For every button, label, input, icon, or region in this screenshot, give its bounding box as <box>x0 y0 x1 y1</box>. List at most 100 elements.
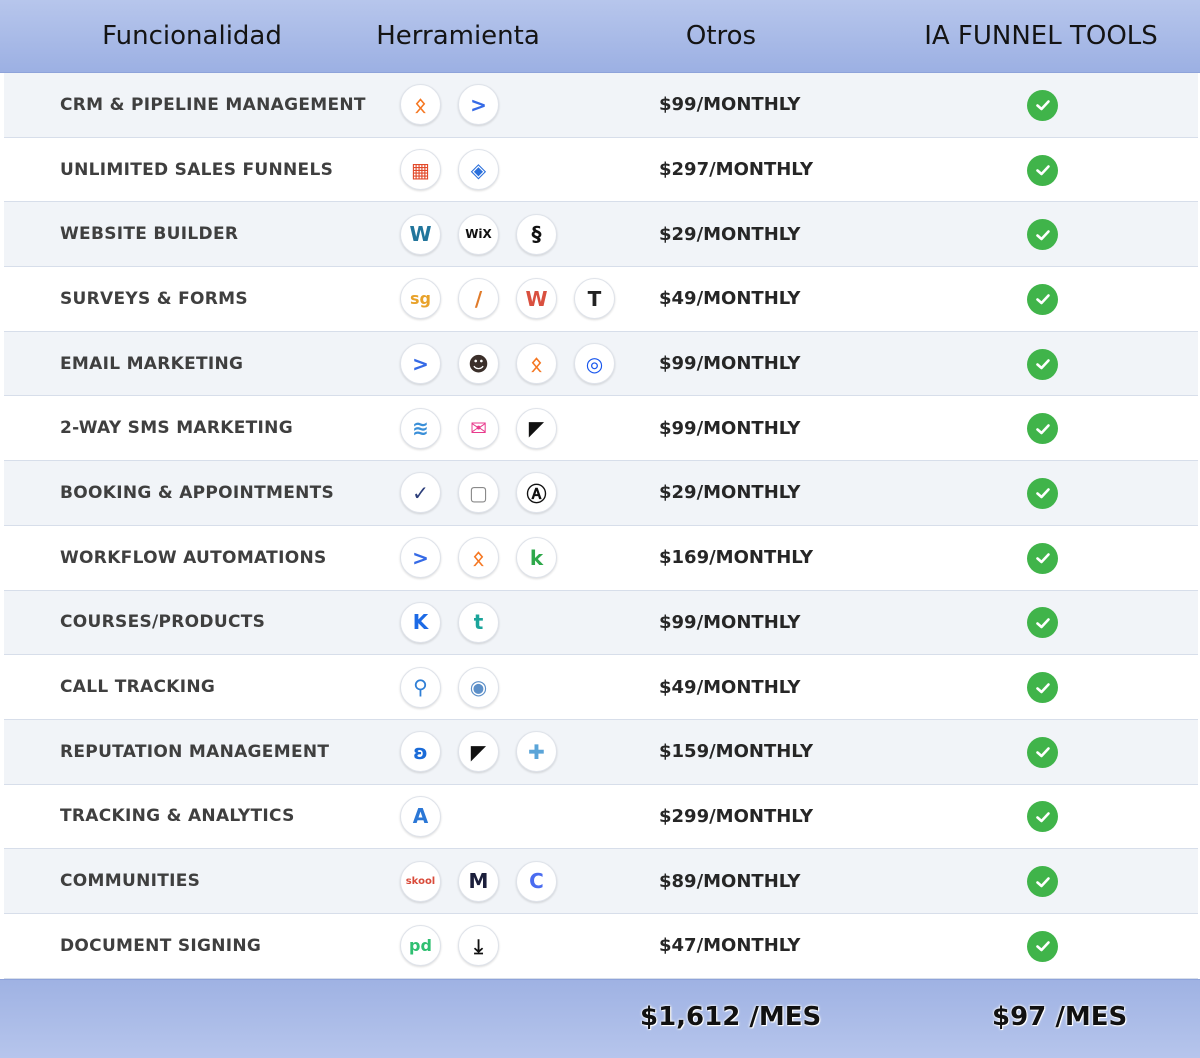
table-row: 2-WAY SMS MARKETING ≋ ✉ ◤ $99/MONTHLY <box>4 396 1198 462</box>
constant-contact-icon: ◎ <box>574 343 615 385</box>
tool-logos: ᛟ > <box>400 73 499 137</box>
clickfunnels-icon: ▦ <box>400 149 441 191</box>
feature-label: UNLIMITED SALES FUNNELS <box>60 159 334 180</box>
teachable-icon: t <box>458 601 499 643</box>
table-row: SURVEYS & FORMS sg / W T $49/MONTHLY <box>4 267 1198 332</box>
tool-logos: ʚ ◤ ✚ <box>400 720 557 784</box>
envelope-icon: ✉ <box>458 407 499 449</box>
included-check-icon <box>1027 801 1058 833</box>
comparison-table-body: CRM & PIPELINE MANAGEMENT ᛟ > $99/MONTHLY UN… <box>4 73 1198 979</box>
typeform-icon: T <box>574 278 615 320</box>
acuity-icon: Ⓐ <box>516 472 557 514</box>
surveygizmo-icon: sg <box>400 278 441 320</box>
included-check-icon <box>1027 477 1058 509</box>
feature-label: 2-WAY SMS MARKETING <box>60 418 293 439</box>
table-row: EMAIL MARKETING > ☻ ᛟ ◎ $99/MONTHLY <box>4 331 1198 397</box>
hubspot-icon: ᛟ <box>400 84 441 126</box>
competitor-price: $89/MONTHLY <box>659 870 801 892</box>
squarespace-icon: § <box>516 213 557 255</box>
calendar-icon: ▢ <box>458 472 499 514</box>
competitor-price: $169/MONTHLY <box>659 547 813 569</box>
signnow-icon: ⤓ <box>458 925 499 967</box>
table-row: REPUTATION MANAGEMENT ʚ ◤ ✚ $159/MONTHLY <box>4 719 1198 785</box>
included-check-icon <box>1027 672 1058 704</box>
included-check-icon <box>1027 283 1058 315</box>
competitor-price: $47/MONTHLY <box>659 935 801 957</box>
circle-community-icon: C <box>516 860 557 902</box>
table-row: TRACKING & ANALYTICS A $299/MONTHLY <box>4 784 1198 850</box>
competitor-price: $99/MONTHLY <box>659 611 801 633</box>
tool-logos: > ᛟ k <box>400 526 557 590</box>
feature-label: SURVEYS & FORMS <box>60 288 248 309</box>
wix-icon: WiX <box>458 213 499 255</box>
included-check-icon <box>1027 607 1058 639</box>
tool-logos: sg / W T <box>400 267 615 331</box>
activecampaign-icon: > <box>400 343 441 385</box>
kajabi-icon: K <box>400 601 441 643</box>
feature-label: COMMUNITIES <box>60 871 201 892</box>
tool-logos: ≋ ✉ ◤ <box>400 396 557 460</box>
column-header-other: Otros <box>685 21 757 51</box>
included-check-icon <box>1027 542 1058 574</box>
wordpress-icon: W <box>400 213 441 255</box>
podium-icon: ◤ <box>516 407 557 449</box>
tool-logos: W WiX § <box>400 202 557 266</box>
total-ia-funnel-tools: $97 /MES <box>992 1002 1128 1032</box>
feature-label: CALL TRACKING <box>60 677 216 698</box>
mailchimp-icon: ☻ <box>458 343 499 385</box>
competitor-price: $297/MONTHLY <box>659 159 813 181</box>
table-row: CALL TRACKING ⚲ ◉ $49/MONTHLY <box>4 655 1198 720</box>
check-circle-tool-icon: ✓ <box>400 472 441 514</box>
competitor-price: $49/MONTHLY <box>659 676 801 698</box>
callfire-icon: ◉ <box>458 666 499 708</box>
table-row: COMMUNITIES skool M C $89/MONTHLY <box>4 849 1198 914</box>
included-check-icon <box>1027 219 1058 251</box>
tool-logos: ▦ ◈ <box>400 138 499 202</box>
skool-icon: skool <box>400 860 441 902</box>
competitor-price: $159/MONTHLY <box>659 741 813 763</box>
competitor-price: $99/MONTHLY <box>659 353 801 375</box>
feature-label: REPUTATION MANAGEMENT <box>60 741 330 762</box>
competitor-price: $99/MONTHLY <box>659 417 801 439</box>
table-row: DOCUMENT SIGNING pd ⤓ $47/MONTHLY <box>4 913 1198 979</box>
feature-label: DOCUMENT SIGNING <box>60 935 262 956</box>
tool-logos: > ☻ ᛟ ◎ <box>400 332 615 396</box>
feature-label: CRM & PIPELINE MANAGEMENT <box>60 94 366 115</box>
feature-label: TRACKING & ANALYTICS <box>60 806 295 827</box>
included-check-icon <box>1027 89 1058 121</box>
feature-label: WORKFLOW AUTOMATIONS <box>60 547 327 568</box>
mighty-networks-icon: M <box>458 860 499 902</box>
keap-icon: k <box>516 537 557 579</box>
competitor-price: $29/MONTHLY <box>659 223 801 245</box>
sms-layers-icon: ≋ <box>400 407 441 449</box>
callrail-icon: ⚲ <box>400 666 441 708</box>
competitor-price: $99/MONTHLY <box>659 94 801 116</box>
total-other: $1,612 /MES <box>640 1002 822 1032</box>
hubspot-icon: ᛟ <box>516 343 557 385</box>
tool-logos: ✓ ▢ Ⓐ <box>400 461 557 525</box>
included-check-icon <box>1027 154 1058 186</box>
feature-label: COURSES/PRODUCTS <box>60 612 266 633</box>
wufoo-icon: W <box>516 278 557 320</box>
pandadoc-icon: pd <box>400 925 441 967</box>
tool-logos: ⚲ ◉ <box>400 655 499 719</box>
table-header: Funcionalidad Herramienta Otros IA FUNNE… <box>0 0 1200 73</box>
birdeye-icon: ʚ <box>400 731 441 773</box>
table-footer: $1,612 /MES $97 /MES <box>0 979 1200 1058</box>
feature-label: EMAIL MARKETING <box>60 353 244 374</box>
competitor-price: $49/MONTHLY <box>659 288 801 310</box>
included-check-icon <box>1027 736 1058 768</box>
column-header-ia-funnel-tools: IA FUNNEL TOOLS <box>924 21 1158 51</box>
hubspot-icon: ᛟ <box>458 537 499 579</box>
included-check-icon <box>1027 866 1058 898</box>
feature-label: BOOKING & APPOINTMENTS <box>60 482 335 503</box>
analytics-icon: A <box>400 795 441 837</box>
tool-logos: A <box>400 785 441 849</box>
activecampaign-icon: > <box>458 84 499 126</box>
included-check-icon <box>1027 413 1058 445</box>
included-check-icon <box>1027 930 1058 962</box>
competitor-price: $299/MONTHLY <box>659 805 813 827</box>
competitor-price: $29/MONTHLY <box>659 482 801 504</box>
